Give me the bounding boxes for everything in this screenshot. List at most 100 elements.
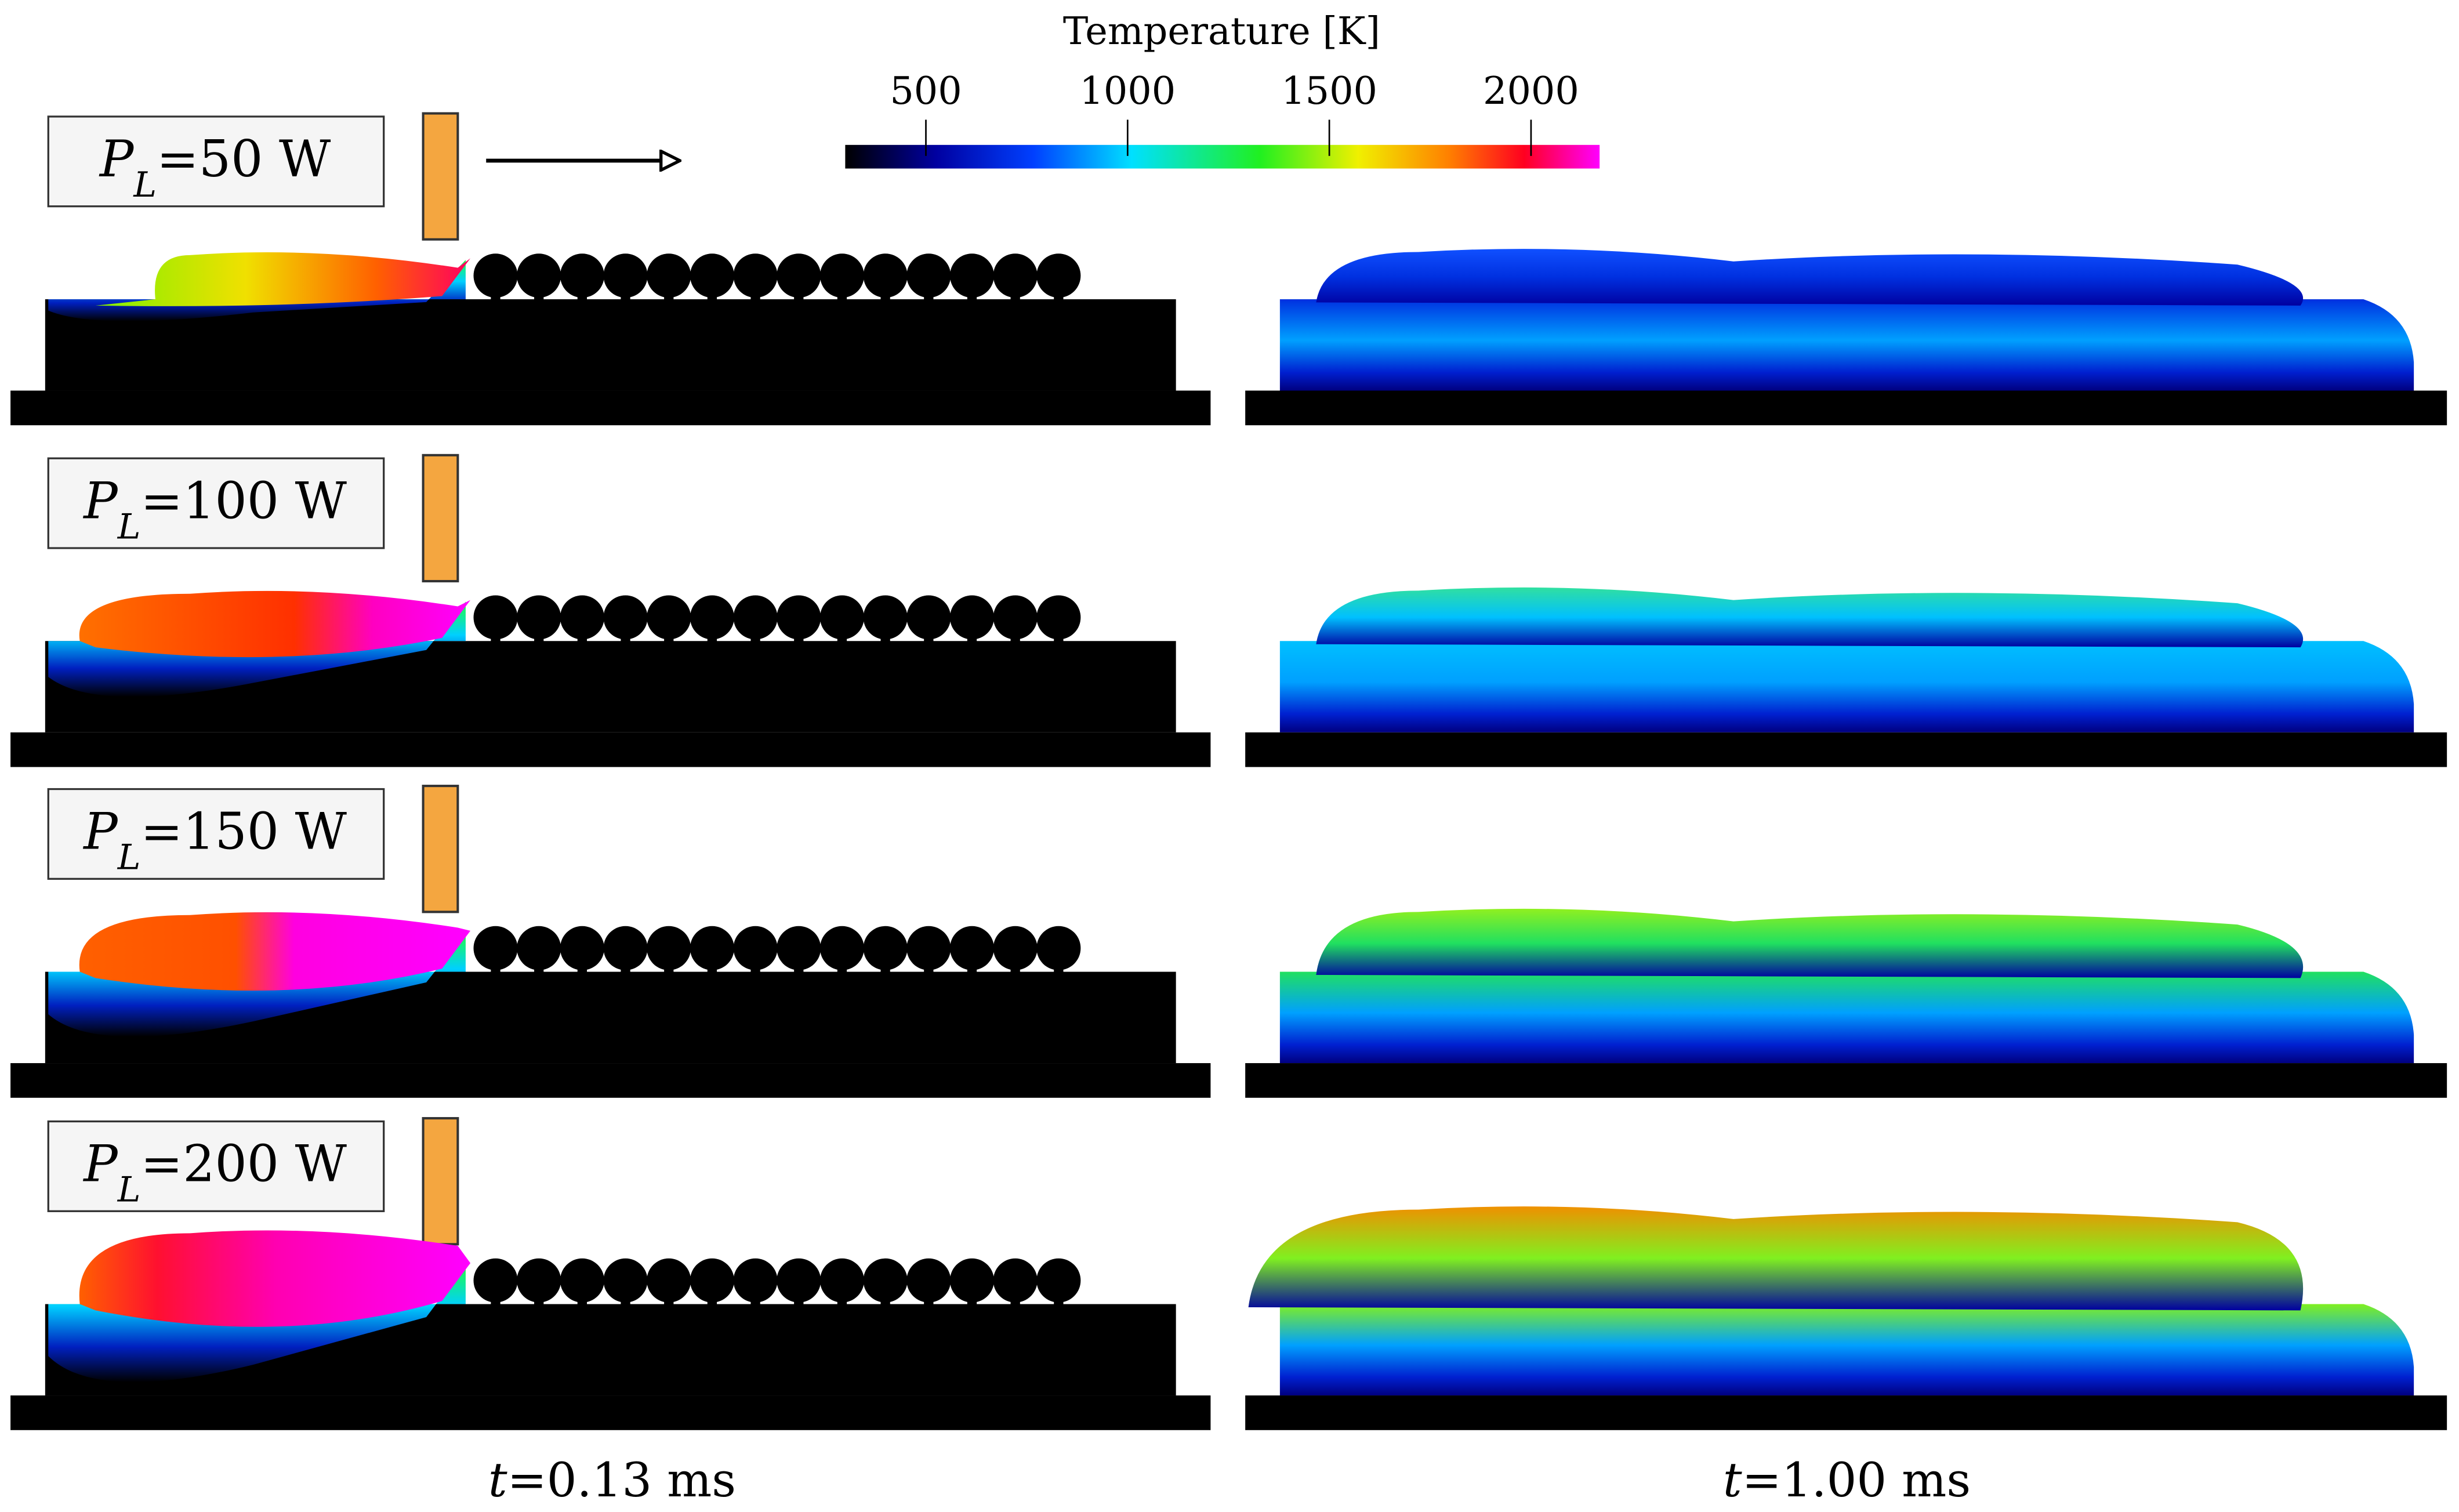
- powder-neck: [621, 293, 630, 301]
- powder-neck: [924, 293, 934, 301]
- powder-particle: [733, 595, 778, 640]
- powder-neck: [621, 1297, 630, 1306]
- powder-neck: [1010, 1297, 1020, 1306]
- power-label-box: [47, 457, 385, 549]
- powder-particle: [993, 253, 1038, 298]
- powder-neck: [664, 634, 674, 643]
- laser: [422, 454, 459, 583]
- powder-neck: [837, 293, 847, 301]
- powder-particle: [949, 926, 995, 970]
- powder-particle: [473, 253, 518, 298]
- power-label-box: [47, 1120, 385, 1212]
- powder-neck: [1054, 1297, 1064, 1306]
- baseplate: [1245, 1063, 2447, 1098]
- powder-particle: [647, 1258, 691, 1303]
- powder-neck: [837, 634, 847, 643]
- powder-neck: [534, 965, 544, 974]
- powder-particle: [647, 926, 691, 970]
- melt-bead: [79, 1230, 471, 1327]
- powder-particle: [473, 926, 518, 970]
- powder-neck: [1054, 634, 1064, 643]
- powder-particle: [906, 595, 951, 640]
- power-value: =200 W: [140, 1135, 347, 1194]
- powder-particle: [647, 253, 691, 298]
- power-subscript: L: [117, 837, 141, 878]
- powder-neck: [1010, 634, 1020, 643]
- laser: [422, 785, 459, 913]
- powder-particle: [993, 595, 1038, 640]
- powder-neck: [491, 293, 500, 301]
- powder-neck: [750, 965, 760, 974]
- baseplate: [1245, 1395, 2447, 1430]
- heated-substrate: [1279, 971, 2414, 1064]
- powder-neck: [794, 293, 804, 301]
- powder-particle: [863, 595, 908, 640]
- colorbar-tick-label: 2000: [1483, 70, 1579, 113]
- solidified-track: [1316, 249, 2304, 306]
- heated-substrate: [1279, 299, 2414, 391]
- powder-particle: [1036, 926, 1081, 970]
- powder-particle: [473, 595, 518, 640]
- powder-neck: [750, 634, 760, 643]
- powder-neck: [491, 634, 500, 643]
- powder-particle: [1036, 1258, 1081, 1303]
- powder-particle: [733, 926, 778, 970]
- powder-neck: [967, 293, 977, 301]
- powder-neck: [1010, 293, 1020, 301]
- powder-particle: [819, 253, 864, 298]
- power-label-box: [47, 788, 385, 880]
- powder-particle: [517, 595, 561, 640]
- powder-neck: [967, 965, 977, 974]
- power-value: =150 W: [140, 803, 347, 861]
- powder-neck: [837, 965, 847, 974]
- powder-neck: [534, 634, 544, 643]
- power-subscript: L: [117, 507, 141, 547]
- powder-neck: [707, 1297, 717, 1306]
- power-symbol: P: [99, 130, 135, 188]
- powder-particle: [819, 926, 864, 970]
- powder-neck: [924, 965, 934, 974]
- colorbar-title: Temperature [K]: [1063, 10, 1380, 53]
- baseplate: [10, 732, 1211, 767]
- baseplate: [1245, 732, 2447, 767]
- powder-particle: [560, 253, 604, 298]
- powder-neck: [664, 1297, 674, 1306]
- powder-particle: [603, 253, 648, 298]
- powder-particle: [993, 926, 1038, 970]
- solidified-track: [1248, 1206, 2304, 1311]
- heated-substrate: [1279, 1304, 2414, 1396]
- powder-particle: [517, 926, 561, 970]
- powder-neck: [577, 293, 587, 301]
- time-label: t=1.00 ms: [1723, 1453, 1971, 1508]
- powder-neck: [664, 965, 674, 974]
- power-label: PL=150 W: [82, 803, 347, 878]
- powder-neck: [577, 634, 587, 643]
- baseplate: [10, 1395, 1211, 1430]
- powder-neck: [794, 1297, 804, 1306]
- time-label: t=0.13 ms: [488, 1453, 736, 1508]
- powder-particle: [993, 1258, 1038, 1303]
- power-symbol: P: [82, 1135, 118, 1194]
- solidified-track: [1316, 587, 2304, 648]
- powder-particle: [647, 595, 691, 640]
- powder-neck: [794, 965, 804, 974]
- power-label: PL=200 W: [82, 1135, 347, 1210]
- powder-particle: [949, 1258, 995, 1303]
- powder-neck: [707, 293, 717, 301]
- powder-neck: [1054, 965, 1064, 974]
- powder-particle: [690, 253, 734, 298]
- powder-particle: [1036, 595, 1081, 640]
- powder-neck: [880, 1297, 890, 1306]
- powder-neck: [707, 965, 717, 974]
- powder-neck: [1010, 965, 1020, 974]
- colorbar-tick-label: 1000: [1079, 70, 1176, 113]
- power-value: =100 W: [140, 472, 347, 530]
- baseplate: [10, 390, 1211, 426]
- powder-particle: [733, 1258, 778, 1303]
- powder-particle: [560, 1258, 604, 1303]
- powder-particle: [777, 926, 821, 970]
- powder-particle: [517, 253, 561, 298]
- powder-neck: [621, 965, 630, 974]
- powder-neck: [577, 965, 587, 974]
